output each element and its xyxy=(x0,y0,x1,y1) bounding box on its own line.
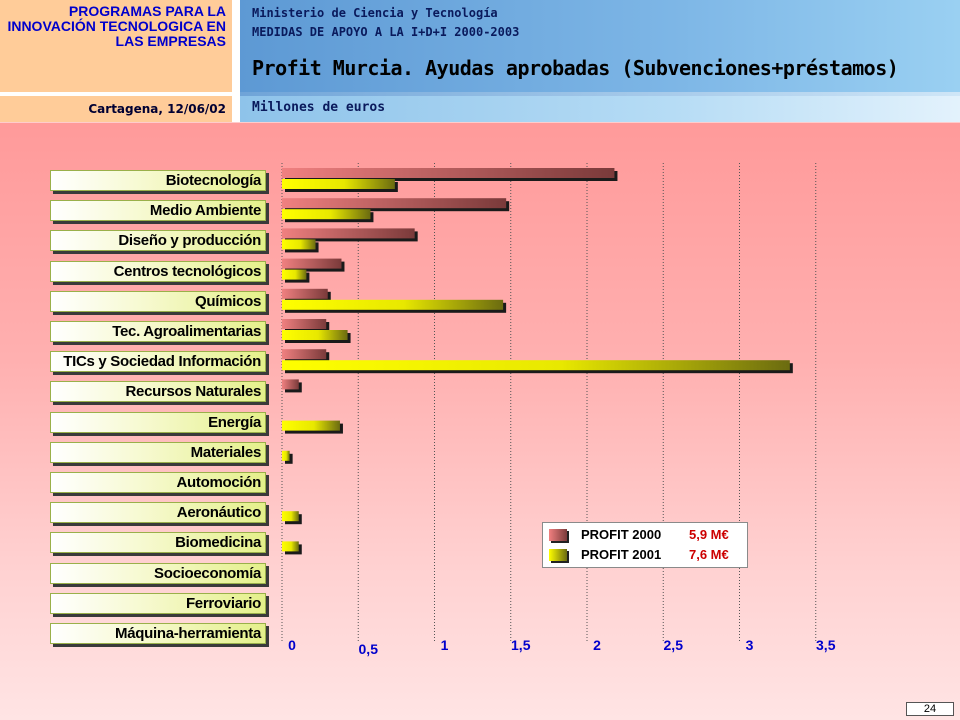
location-date: Cartagena, 12/06/02 xyxy=(88,102,226,116)
x-tick-label: 1 xyxy=(441,637,449,653)
bar-profit2000 xyxy=(282,379,302,393)
legend-total: 7,6 M€ xyxy=(689,547,729,562)
legend-swatch-profit2001 xyxy=(549,549,567,561)
measures-label: MEDIDAS DE APOYO A LA I+D+I 2000-2003 xyxy=(252,25,520,39)
header-divider xyxy=(240,92,960,96)
x-tick-label: 0 xyxy=(288,637,296,653)
chart-subtitle: Millones de euros xyxy=(252,100,386,115)
bar-profit2000 xyxy=(282,258,345,272)
bar-profit2000 xyxy=(282,288,331,302)
legend-label: PROFIT 2001 xyxy=(581,547,662,562)
category-label: Químicos xyxy=(50,290,266,312)
bar-profit2000 xyxy=(282,198,510,212)
bar-profit2001 xyxy=(282,360,793,374)
category-label: Diseño y producción xyxy=(50,230,266,252)
category-label: TICs y Sociedad Información xyxy=(50,351,266,373)
program-title: PROGRAMAS PARA LA INNOVACIÓN TECNOLOGICA… xyxy=(7,3,226,49)
category-label: Tec. Agroalimentarias xyxy=(50,321,266,342)
bar-profit2001 xyxy=(282,450,293,464)
subtitle-banner: Millones de euros xyxy=(240,96,960,122)
bar-profit2001 xyxy=(282,239,319,253)
bar-profit2001 xyxy=(282,330,351,343)
x-tick-label: 1,5 xyxy=(511,637,531,653)
category-label: Recursos Naturales xyxy=(50,381,266,403)
category-label: Automoción xyxy=(50,472,266,493)
category-label: Aeronáutico xyxy=(50,502,266,524)
chart-title: Profit Murcia. Ayudas aprobadas (Subvenc… xyxy=(252,56,899,80)
bar-profit2001 xyxy=(282,179,398,192)
bar-profit2001 xyxy=(282,511,302,525)
bar-profit2001 xyxy=(282,299,507,313)
ministry-name: Ministerio de Ciencia y Tecnología xyxy=(252,6,498,20)
legend-label: PROFIT 2000 xyxy=(581,527,662,542)
category-label: Materiales xyxy=(50,441,266,463)
bar-profit2001 xyxy=(282,420,343,434)
location-banner: Cartagena, 12/06/02 xyxy=(0,96,232,122)
bar-profit2000 xyxy=(282,168,618,181)
legend-total: 5,9 M€ xyxy=(689,527,729,542)
bar-profit2000 xyxy=(282,319,330,332)
category-label: Energía xyxy=(50,411,266,433)
category-label: Centros tecnológicos xyxy=(50,260,266,282)
category-label: Socioeconomía xyxy=(50,562,266,584)
x-tick-label: 3 xyxy=(746,637,754,653)
x-tick-label: 3,5 xyxy=(816,637,836,653)
bar-profit2001 xyxy=(282,541,302,555)
page-number: 24 xyxy=(906,702,954,716)
bar-profit2000 xyxy=(282,228,418,242)
category-label: Ferroviario xyxy=(50,592,266,614)
bar-profit2001 xyxy=(282,269,310,283)
bar-profit2001 xyxy=(282,209,374,223)
category-label: Biomedicina xyxy=(50,532,266,554)
category-label: Medio Ambiente xyxy=(50,200,266,222)
legend: PROFIT 2000 5,9 M€ PROFIT 2001 7,6 M€ xyxy=(542,522,748,568)
category-label: Biotecnología xyxy=(50,170,266,191)
bar-profit2000 xyxy=(282,349,330,363)
category-label: Máquina-herramienta xyxy=(50,623,266,644)
x-tick-label: 0,5 xyxy=(359,641,379,657)
title-banner: Ministerio de Ciencia y Tecnología MEDID… xyxy=(240,0,960,92)
x-tick-label: 2,5 xyxy=(664,637,684,653)
program-banner: PROGRAMAS PARA LA INNOVACIÓN TECNOLOGICA… xyxy=(0,0,232,92)
x-tick-label: 2 xyxy=(593,637,601,653)
legend-swatch-profit2000 xyxy=(549,529,567,541)
